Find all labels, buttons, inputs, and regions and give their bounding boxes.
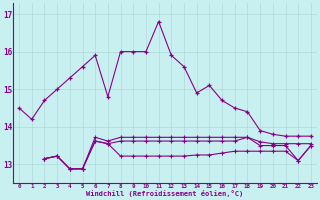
X-axis label: Windchill (Refroidissement éolien,°C): Windchill (Refroidissement éolien,°C) [86,190,244,197]
